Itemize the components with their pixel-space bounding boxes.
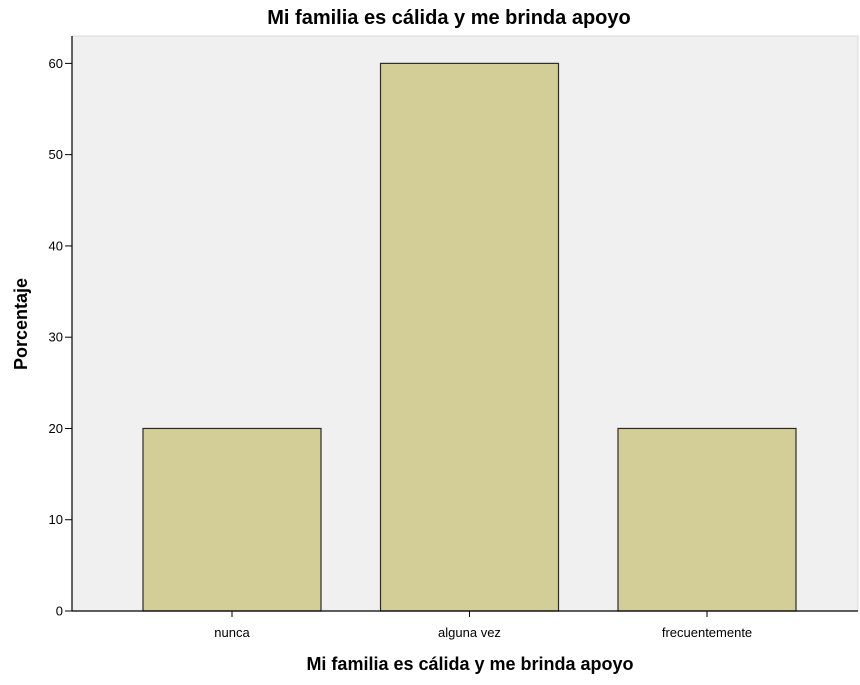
- x-tick-label: alguna vez: [438, 625, 501, 640]
- y-axis-label: Porcentaje: [11, 278, 31, 370]
- y-tick-label: 10: [49, 512, 63, 527]
- y-tick-label: 40: [49, 238, 63, 253]
- x-tick-label: frecuentemente: [662, 625, 752, 640]
- y-axis: 0 10 20 30 40 50 60: [49, 36, 73, 619]
- x-axis-label: Mi familia es cálida y me brinda apoyo: [306, 654, 633, 674]
- y-tick-label: 20: [49, 421, 63, 436]
- y-tick-label: 50: [49, 147, 63, 162]
- bars-layer: [142, 62, 797, 612]
- bar-nunca: [142, 427, 322, 612]
- bar-alguna-vez: [379, 62, 560, 612]
- x-axis: nunca alguna vez frecuentemente: [72, 610, 858, 640]
- x-tick-label: nunca: [214, 625, 250, 640]
- y-tick-label: 60: [49, 56, 63, 71]
- y-tick-label: 0: [56, 604, 63, 619]
- chart-title: Mi familia es cálida y me brinda apoyo: [267, 7, 630, 29]
- bar-frecuentemente: [617, 427, 797, 612]
- y-tick-label: 30: [49, 330, 63, 345]
